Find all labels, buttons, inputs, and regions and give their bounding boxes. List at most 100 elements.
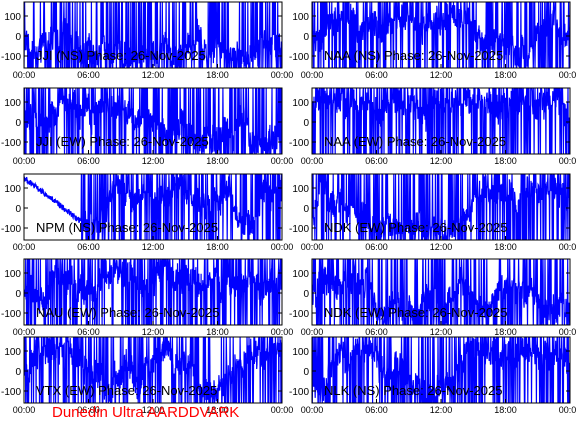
y-tick-label: 100 — [4, 347, 21, 358]
y-tick-label: 0 — [303, 32, 309, 43]
x-tick-label: 18:00 — [494, 327, 517, 337]
x-tick-label: 18:00 — [206, 405, 229, 415]
y-tick-label: 100 — [292, 269, 309, 280]
y-tick-label: 0 — [15, 204, 21, 215]
x-tick-label: 18:00 — [494, 156, 517, 166]
x-tick-label: 06:00 — [365, 70, 388, 80]
x-tick-label: 18:00 — [206, 242, 229, 252]
x-tick-label: 00:00 — [271, 156, 294, 166]
phase-trace-8 — [312, 259, 570, 325]
phase-trace-3 — [24, 88, 282, 154]
y-tick-label: 0 — [303, 118, 309, 129]
chart-title: JJI (EW) Phase: 26-Nov-2025 — [36, 134, 209, 149]
x-tick-label: 12:00 — [142, 327, 165, 337]
y-tick-label: -100 — [289, 309, 309, 320]
x-tick-label: 00:00 — [271, 405, 294, 415]
phase-trace-9 — [24, 337, 282, 403]
phase-trace-1 — [24, 2, 282, 68]
phase-trace-2 — [312, 2, 570, 68]
x-tick-label: 00:00 — [13, 156, 36, 166]
y-tick-label: 100 — [4, 184, 21, 195]
x-tick-label: 00:00 — [271, 242, 294, 252]
x-tick-label: 12:00 — [430, 405, 453, 415]
x-tick-label: 06:00 — [77, 405, 100, 415]
x-tick-label: 00:00 — [301, 405, 324, 415]
x-tick-label: 00:00 — [301, 70, 324, 80]
x-tick-label: 12:00 — [430, 70, 453, 80]
x-tick-label: 06:00 — [77, 70, 100, 80]
x-tick-label: 18:00 — [206, 70, 229, 80]
chart-title: NAU (EW) Phase: 26-Nov-2025 — [36, 305, 220, 320]
x-tick-label: 00:00 — [559, 70, 576, 80]
y-tick-label: 0 — [15, 118, 21, 129]
phase-trace-7 — [24, 259, 282, 325]
y-tick-label: 100 — [4, 98, 21, 109]
phase-trace-6 — [312, 174, 570, 240]
y-tick-label: 0 — [303, 204, 309, 215]
y-tick-label: 0 — [303, 367, 309, 378]
x-tick-label: 00:00 — [13, 405, 36, 415]
chart-title: VTX (EW) Phase: 26-Nov-2025 — [36, 383, 217, 398]
y-tick-label: -100 — [1, 224, 21, 235]
x-tick-label: 06:00 — [77, 156, 100, 166]
y-tick-label: 0 — [15, 367, 21, 378]
phase-trace-10 — [312, 337, 570, 403]
x-tick-label: 18:00 — [494, 405, 517, 415]
chart-title: NDK (EW) Phase: 26-Nov-2025 — [324, 220, 508, 235]
y-tick-label: -100 — [1, 52, 21, 63]
x-tick-label: 00:00 — [559, 242, 576, 252]
x-tick-label: 00:00 — [559, 327, 576, 337]
x-tick-label: 00:00 — [301, 242, 324, 252]
y-tick-label: 100 — [292, 184, 309, 195]
x-tick-label: 12:00 — [430, 156, 453, 166]
y-tick-label: 0 — [15, 289, 21, 300]
x-tick-label: 12:00 — [142, 156, 165, 166]
x-tick-label: 06:00 — [77, 242, 100, 252]
y-tick-label: 100 — [292, 12, 309, 23]
chart-title: NAA (NS) Phase: 26-Nov-2025 — [324, 48, 503, 63]
chart-title: NAA (EW) Phase: 26-Nov-2025 — [324, 134, 506, 149]
x-tick-label: 06:00 — [365, 327, 388, 337]
x-tick-label: 06:00 — [365, 405, 388, 415]
y-tick-label: -100 — [289, 387, 309, 398]
x-tick-label: 12:00 — [430, 242, 453, 252]
y-tick-label: -100 — [289, 224, 309, 235]
x-tick-label: 18:00 — [206, 156, 229, 166]
y-tick-label: -100 — [289, 138, 309, 149]
x-tick-label: 18:00 — [494, 70, 517, 80]
y-tick-label: 100 — [4, 12, 21, 23]
chart-title: NDK (EW) Phase: 26-Nov-2025 — [324, 305, 508, 320]
footer-label: Dunedin Ultra AARDDVARK — [52, 404, 240, 421]
chart-title: JJI (NS) Phase: 26-Nov-2025 — [36, 48, 206, 63]
x-tick-label: 18:00 — [206, 327, 229, 337]
x-tick-label: 06:00 — [77, 327, 100, 337]
x-tick-label: 00:00 — [13, 242, 36, 252]
x-tick-label: 00:00 — [271, 70, 294, 80]
x-tick-label: 00:00 — [271, 327, 294, 337]
x-tick-label: 06:00 — [365, 156, 388, 166]
y-tick-label: 100 — [292, 98, 309, 109]
x-tick-label: 00:00 — [13, 327, 36, 337]
y-tick-label: -100 — [1, 138, 21, 149]
x-tick-label: 00:00 — [13, 70, 36, 80]
x-tick-label: 06:00 — [365, 242, 388, 252]
y-tick-label: 100 — [4, 269, 21, 280]
x-tick-label: 18:00 — [494, 242, 517, 252]
y-tick-label: 0 — [15, 32, 21, 43]
x-tick-label: 12:00 — [142, 405, 165, 415]
y-tick-label: 0 — [303, 289, 309, 300]
y-tick-label: -100 — [1, 387, 21, 398]
x-tick-label: 00:00 — [301, 156, 324, 166]
y-tick-label: -100 — [289, 52, 309, 63]
